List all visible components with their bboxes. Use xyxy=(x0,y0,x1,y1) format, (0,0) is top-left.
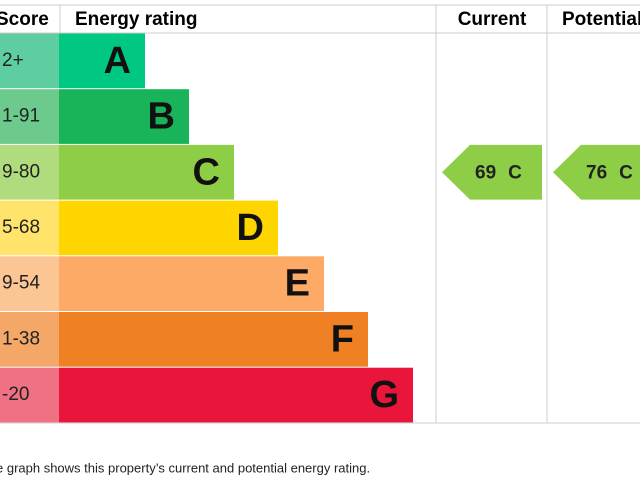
rating-letter: C xyxy=(193,151,220,193)
score-label: 1-38 xyxy=(2,328,40,349)
score-label: 2+ xyxy=(2,50,24,71)
score-label: 9-80 xyxy=(2,161,40,182)
rating-letter: A xyxy=(104,40,131,82)
potential-letter: C xyxy=(619,162,633,183)
score-label: -20 xyxy=(2,384,29,405)
rating-letter: G xyxy=(369,374,399,416)
score-label: 5-68 xyxy=(2,217,40,238)
rating-bar xyxy=(59,200,278,256)
rating-letter: F xyxy=(331,318,354,360)
rating-bar xyxy=(59,144,234,200)
score-cell xyxy=(0,33,59,89)
score-cell xyxy=(0,256,59,311)
potential-arrow xyxy=(553,144,640,200)
footnote: e graph shows this property’s current an… xyxy=(0,460,370,475)
score-cell xyxy=(0,200,59,256)
rating-bar xyxy=(59,367,413,423)
score-cell xyxy=(0,367,59,423)
score-label: 9-54 xyxy=(2,273,40,294)
score-cell xyxy=(0,144,59,200)
score-label: 1-91 xyxy=(2,106,40,127)
current-value: 69 xyxy=(475,162,496,183)
rating-bar xyxy=(59,256,324,311)
score-cell xyxy=(0,89,59,144)
potential-label: 76 C xyxy=(586,162,633,183)
rating-bar xyxy=(59,33,145,89)
header-rating: Energy rating xyxy=(75,9,197,30)
current-letter: C xyxy=(508,162,522,183)
current-label: 69 C xyxy=(475,162,522,183)
header-potential: Potential xyxy=(562,9,640,30)
current-arrow xyxy=(442,144,542,200)
rating-bar xyxy=(59,89,189,144)
header-current: Current xyxy=(458,9,527,30)
rating-letter: D xyxy=(237,207,264,249)
rating-bar xyxy=(59,312,368,367)
rating-letter: E xyxy=(285,263,310,305)
header-score: Score xyxy=(0,9,49,30)
rating-letter: B xyxy=(148,96,175,138)
potential-value: 76 xyxy=(586,162,607,183)
score-cell xyxy=(0,312,59,367)
